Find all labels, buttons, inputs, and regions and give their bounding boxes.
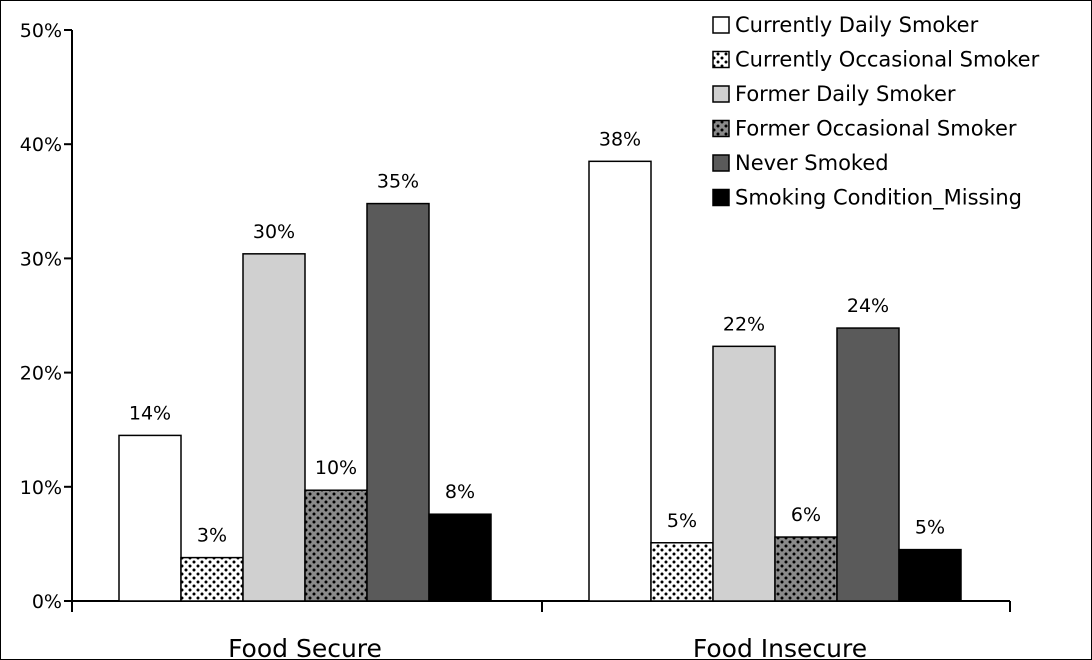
- bar-value-label: 35%: [377, 171, 419, 193]
- bar-value-label: 5%: [915, 517, 945, 539]
- bar-value-label: 38%: [599, 128, 641, 150]
- bar-value-label: 10%: [315, 457, 357, 479]
- legend-swatch: [712, 16, 730, 34]
- legend-label: Currently Daily Smoker: [735, 13, 979, 37]
- bars: [118, 160, 962, 602]
- x-category-label: Food Secure: [228, 634, 382, 660]
- bar: [304, 489, 368, 602]
- bar-value-label: 3%: [197, 525, 227, 547]
- y-tick-label: 20%: [20, 363, 62, 385]
- legend-label: Former Occasional Smoker: [735, 117, 1017, 141]
- y-tick-label: 0%: [32, 591, 62, 613]
- y-tick-label: 10%: [20, 477, 62, 499]
- legend-swatch: [712, 119, 730, 138]
- bar: [774, 536, 838, 602]
- legend-label: Never Smoked: [735, 151, 889, 175]
- bar: [118, 434, 182, 602]
- legend-label: Smoking Condition_Missing: [735, 186, 1022, 211]
- bar: [898, 548, 962, 602]
- bar-value-label: 30%: [253, 221, 295, 243]
- bar-value-label: 5%: [667, 510, 697, 532]
- bar: [650, 542, 714, 602]
- bar-value-label: 6%: [791, 504, 821, 526]
- legend-swatch: [712, 50, 730, 69]
- x-category-label: Food Insecure: [693, 634, 867, 660]
- bar: [180, 556, 244, 602]
- bar: [428, 513, 492, 602]
- bar-labels: 14% 3% 30% 10% 35% 8% 38% 5% 22% 6% 24% 5%: [129, 128, 945, 546]
- legend-swatch: [712, 188, 730, 207]
- bar-value-label: 8%: [445, 481, 475, 503]
- bar: [588, 160, 652, 602]
- bar: [366, 202, 430, 602]
- legend: Currently Daily Smoker Currently Occasion…: [712, 13, 1040, 211]
- legend-swatch: [712, 85, 730, 103]
- y-tick-label: 30%: [20, 248, 62, 270]
- bar-value-label: 14%: [129, 402, 171, 424]
- y-tick-label: 40%: [20, 134, 62, 156]
- legend-label: Currently Occasional Smoker: [735, 48, 1040, 72]
- y-tick-label: 50%: [20, 20, 62, 42]
- bar: [242, 253, 306, 602]
- bar-value-label: 22%: [723, 313, 765, 335]
- bar: [836, 327, 900, 602]
- bar-value-label: 24%: [847, 295, 889, 317]
- legend-swatch: [712, 154, 730, 172]
- legend-label: Former Daily Smoker: [735, 82, 956, 106]
- bar: [712, 345, 776, 602]
